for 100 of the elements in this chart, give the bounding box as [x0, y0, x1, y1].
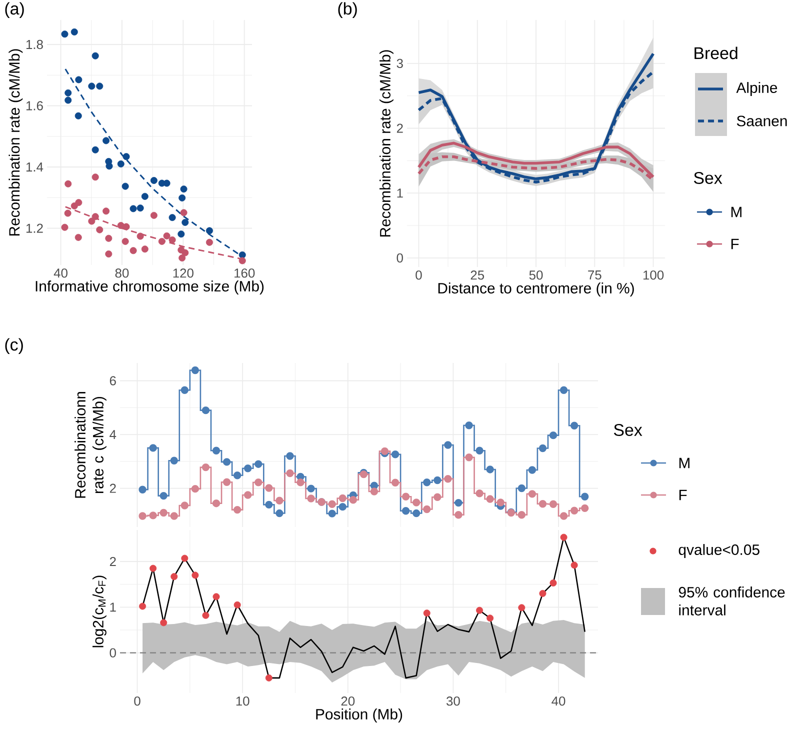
point: [96, 82, 104, 90]
point: [539, 590, 546, 597]
point: [276, 509, 284, 518]
point: [434, 493, 442, 502]
point: [61, 224, 68, 231]
point: [234, 601, 241, 608]
y-tick-label: 2: [110, 556, 116, 566]
point: [106, 162, 113, 170]
point: [158, 238, 166, 245]
point: [122, 223, 130, 230]
point: [191, 366, 200, 374]
point: [412, 509, 420, 518]
point: [64, 96, 72, 104]
point: [370, 482, 378, 490]
y-tick-label: 2: [110, 484, 116, 493]
point: [122, 238, 129, 245]
point: [105, 250, 112, 258]
point: [402, 492, 410, 500]
point: [391, 478, 400, 486]
point: [182, 218, 189, 226]
point: [149, 444, 157, 452]
x-tick-label: 100: [643, 270, 664, 280]
text: M: [731, 206, 742, 218]
point: [454, 498, 462, 507]
point: [296, 478, 304, 486]
point: [570, 506, 578, 514]
point: [180, 502, 189, 510]
text: Alpine: [736, 82, 778, 96]
point: [150, 564, 157, 572]
point: [160, 492, 168, 500]
point: [486, 495, 494, 503]
y-tick-label: 1: [397, 188, 403, 198]
point: [178, 254, 186, 262]
point: [105, 234, 112, 242]
point: [202, 406, 210, 414]
point: [75, 76, 82, 84]
x-tick-label: 160: [234, 268, 255, 278]
legend-label: M: [679, 458, 690, 468]
point: [402, 507, 410, 515]
point: [486, 466, 494, 474]
point: [92, 213, 99, 220]
y-tick-label: 3: [396, 58, 403, 68]
point: [454, 511, 462, 519]
x-tick-label: 30: [446, 696, 460, 706]
point: [150, 176, 158, 184]
x-tick-label: 0: [134, 696, 140, 706]
x-tick-label: 50: [529, 270, 543, 280]
point: [141, 246, 148, 253]
text: Sex: [694, 172, 722, 184]
point: [70, 28, 78, 36]
point: [549, 500, 558, 508]
point: [212, 499, 220, 508]
point: [238, 257, 246, 264]
point: [286, 469, 294, 478]
point: [550, 579, 557, 586]
point: [64, 180, 72, 188]
point: [423, 478, 431, 486]
point: [136, 232, 144, 240]
point: [170, 512, 178, 520]
point: [180, 209, 188, 216]
point: [580, 492, 589, 500]
point: [560, 386, 568, 394]
point: [178, 194, 186, 202]
point: [136, 204, 144, 212]
point: [160, 619, 168, 626]
point: [560, 512, 568, 520]
point: [244, 464, 252, 472]
point: [170, 456, 178, 464]
point: [286, 452, 294, 460]
point: [74, 234, 82, 241]
point: [538, 500, 547, 508]
y-tick-label: 0: [110, 648, 116, 658]
point: [349, 496, 358, 504]
point: [528, 466, 536, 474]
point: [92, 146, 99, 154]
chart-title: (a): [5, 2, 24, 18]
y-tick-label: 1.6: [26, 101, 43, 110]
point: [102, 137, 110, 144]
point: [391, 450, 400, 458]
point: [244, 491, 252, 499]
point: [92, 174, 99, 181]
point: [570, 562, 578, 569]
point: [476, 490, 484, 498]
x-tick-label: 120: [173, 268, 194, 278]
point: [518, 511, 526, 519]
point: [476, 446, 484, 454]
x-tick-label: 0: [416, 270, 422, 280]
point: [307, 494, 315, 502]
x-tick-label: 10: [236, 696, 250, 706]
x-axis-title: Position (Mb): [316, 708, 402, 722]
point: [328, 510, 336, 518]
chart-title: (b): [338, 2, 357, 18]
y-axis-title: Recombinationn rate c (cM/Mb): [74, 392, 106, 498]
legend-title: Sex: [614, 424, 642, 436]
y-axis-title: Recombination rate (cM/Mb): [380, 50, 394, 237]
point: [206, 227, 213, 234]
point: [206, 238, 213, 246]
point: [160, 508, 168, 517]
point: [181, 554, 188, 562]
x-tick-label: 80: [115, 268, 129, 278]
